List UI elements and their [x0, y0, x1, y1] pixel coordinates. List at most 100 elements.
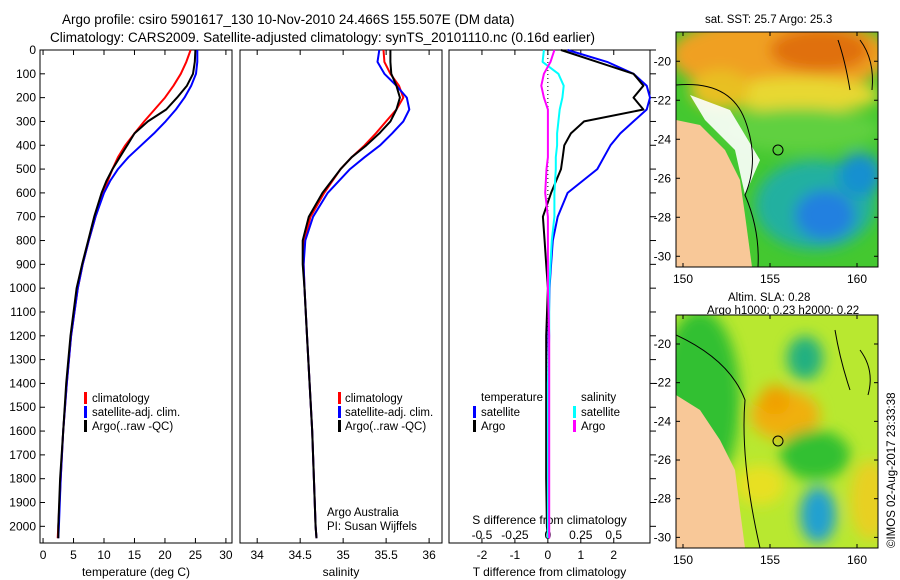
y-tick-label: 1100: [10, 305, 36, 319]
legend-label: Argo: [481, 421, 505, 433]
sst-map-frame: [675, 31, 879, 268]
legend-label: climatology: [345, 393, 403, 405]
legend-label: Argo: [581, 421, 605, 433]
plot-frame: [39, 49, 233, 544]
lat-tick-label: -30: [654, 249, 672, 263]
legend-swatch-climatology: [84, 392, 87, 404]
y-tick-label: 900: [16, 257, 36, 271]
y-tick-label: 1200: [9, 329, 36, 343]
land-australia: [676, 395, 745, 548]
salinity-panel: 34 34.5 35 35.5 36 salinity: [239, 49, 443, 579]
lat-tick-label: -26: [654, 453, 672, 467]
x-tick-label: 25: [189, 548, 203, 562]
series-line-salinity-satellite: [541, 49, 565, 539]
y-tick-label: 100: [16, 67, 36, 81]
title-line1: Argo profile: csiro 5901617_130 10-Nov-2…: [62, 12, 515, 27]
legend-label: satellite-adj. clim.: [92, 407, 180, 419]
series-line-argo-raw-qc-: [57, 49, 197, 539]
legend-title-salinity: salinity: [581, 392, 616, 404]
lat-tick-label: -30: [654, 530, 672, 544]
sst-map: [676, 32, 878, 267]
y-tick-label: 1800: [9, 472, 36, 486]
y-tick-label: 2000: [9, 519, 36, 533]
y-tick-label: 1900: [9, 496, 36, 510]
temperature-legend: climatology satellite-adj. clim. Argo(..…: [84, 392, 180, 433]
y-tick-label: 300: [16, 114, 36, 128]
y-tick-label: 700: [16, 210, 36, 224]
x-tick-label: 10: [97, 548, 111, 562]
legend-swatch-temp-argo: [473, 420, 476, 432]
series-line-argo-raw-qc-: [301, 50, 401, 539]
legend-label: climatology: [92, 393, 150, 405]
x2-tick-label: 0.5: [605, 528, 622, 542]
x-tick-label: 2: [610, 548, 617, 562]
sst-map-title: sat. SST: 25.7 Argo: 25.3: [705, 14, 832, 26]
y-tick-label: 0: [29, 43, 36, 57]
lon-tick-label: 155: [760, 272, 780, 286]
sla-map-title: Altim. SLA: 0.28: [728, 292, 810, 304]
y-tick-label: 1300: [9, 353, 36, 367]
y-tick-label: 1400: [9, 376, 36, 390]
plot-frame: [239, 49, 443, 544]
lat-tick-label: -20: [654, 337, 672, 351]
lon-tick-label: 155: [760, 553, 780, 567]
legend-swatch-argo: [84, 420, 87, 432]
y-tick-label: 800: [16, 234, 36, 248]
legend-swatch-satellite: [84, 406, 87, 418]
legend-swatch-sal-satellite: [573, 406, 576, 418]
y-tick-label: 1000: [9, 281, 36, 295]
lat-tick-label: -26: [654, 171, 672, 185]
x-tick-label: 35.5: [374, 548, 398, 562]
legend-swatch-climatology: [338, 392, 341, 404]
legend-swatch-temp-satellite: [473, 406, 476, 418]
lon-tick-label: 150: [673, 553, 693, 567]
y-tick-label: 1600: [9, 424, 36, 438]
sla-map-subtitle: Argo h1000: 0.23 h2000: 0.22: [707, 305, 859, 317]
lat-tick-label: -24: [654, 414, 672, 428]
legend-label: satellite: [481, 407, 520, 419]
series-line-salinity-argo: [540, 49, 556, 539]
y-tick-label: 600: [16, 186, 36, 200]
x-tick-label: -2: [477, 548, 488, 562]
y-tick-label: 1700: [9, 448, 36, 462]
x-tick-label: 5: [70, 548, 77, 562]
y-tick-label: 200: [16, 91, 36, 105]
annotation-pi: PI: Susan Wijffels: [327, 521, 417, 533]
temperature-panel: 0100200300400500600700800900100011001200…: [9, 43, 233, 579]
x-tick-label: 35: [336, 548, 350, 562]
legend-label: Argo(..raw -QC): [345, 421, 426, 433]
x-tick-label: 0: [40, 548, 47, 562]
lat-tick-label: -28: [654, 492, 672, 506]
lon-tick-label: 160: [847, 272, 867, 286]
y-tick-label: 400: [16, 138, 36, 152]
x2-tick-label: -0.25: [501, 528, 529, 542]
legend-swatch-sal-argo: [573, 420, 576, 432]
x-tick-label: 20: [158, 548, 172, 562]
credit-timestamp: ©IMOS 02-Aug-2017 23:33:38: [886, 392, 898, 548]
sla-map: [676, 315, 878, 548]
y-tick-label: 500: [16, 162, 36, 176]
argo-location-marker: [772, 144, 784, 156]
x-tick-label: 34: [251, 548, 265, 562]
lon-tick-label: 160: [847, 553, 867, 567]
x2-tick-label: -0.5: [472, 528, 493, 542]
x-tick-label: 30: [219, 548, 233, 562]
x-tick-label: 34.5: [288, 548, 312, 562]
annotation-institution: Argo Australia: [327, 507, 399, 519]
x-tick-label: 0: [545, 548, 552, 562]
x2-tick-label: 0.25: [569, 528, 593, 542]
x-tick-label: 36: [422, 548, 436, 562]
x-axis-label: temperature (deg C): [82, 565, 190, 579]
argo-location-marker: [772, 435, 784, 447]
legend-label: satellite: [581, 407, 620, 419]
lat-tick-label: -28: [654, 210, 672, 224]
legend-swatch-argo: [338, 420, 341, 432]
lat-tick-label: -22: [654, 93, 672, 107]
x-tick-label: 15: [128, 548, 142, 562]
y-tick-label: 1500: [9, 400, 36, 414]
x-tick-label: 1: [577, 548, 584, 562]
x-axis-label: salinity: [323, 565, 360, 579]
land-australia: [676, 120, 752, 267]
x-axis-label: T difference from climatology: [473, 565, 627, 579]
